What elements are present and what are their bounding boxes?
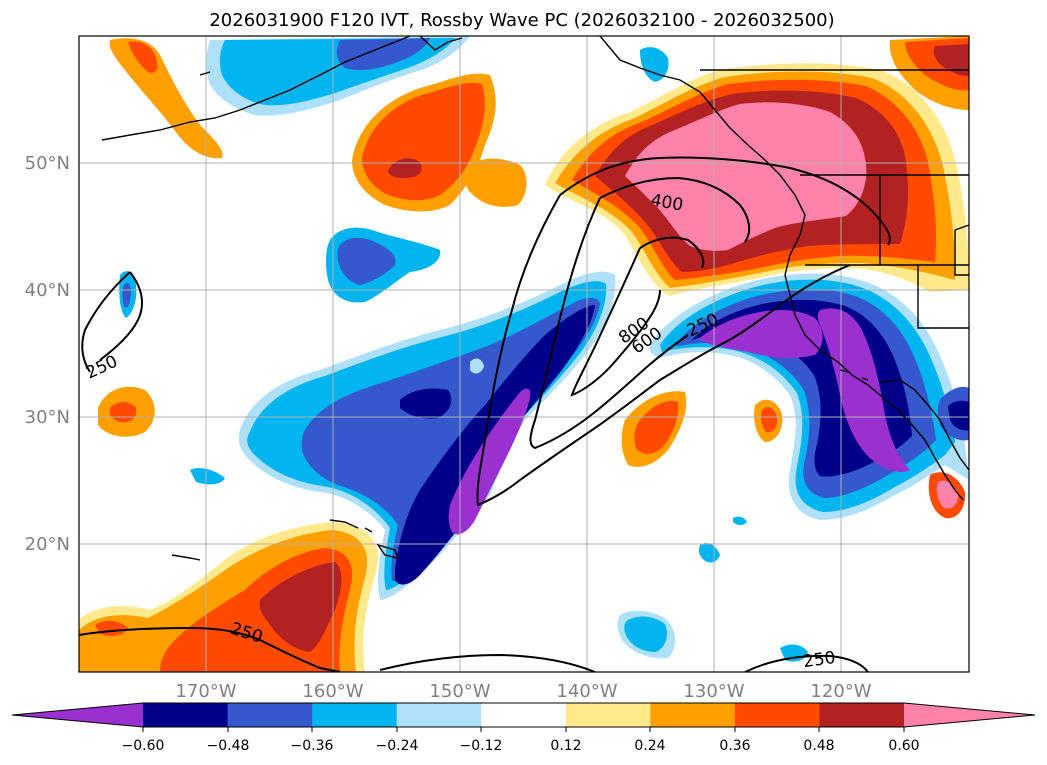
colorbar-segment [481, 703, 567, 727]
positive-ivt-anomaly-northwest [109, 38, 223, 159]
lon-label-170w: 170°W [175, 681, 236, 702]
positive-ivt-anomaly-northeast [545, 63, 969, 296]
lat-label-50n: 50°N [25, 153, 70, 174]
contour-lines [79, 156, 891, 672]
lat-label-30n: 30°N [25, 407, 70, 428]
colorbar-segment [396, 703, 482, 727]
contour-label-250-southeast: 250 [802, 648, 837, 672]
colorbar-tick-marks [142, 727, 905, 732]
colorbar: −0.60 −0.48 −0.36 −0.24 −0.12 0.12 0.24 … [11, 702, 1036, 754]
positive-ivt-anomaly-mid-east [621, 391, 966, 519]
colorbar-segment [12, 703, 143, 727]
latitude-labels: 50°N 40°N 30°N 20°N [25, 153, 70, 555]
colorbar-tick-label: −0.48 [207, 738, 250, 754]
colorbar-segments [12, 703, 1035, 727]
lon-label-120w: 120°W [810, 681, 871, 702]
colorbar-segment [143, 703, 229, 727]
colorbar-tick-label: −0.60 [122, 738, 165, 754]
lat-label-40n: 40°N [25, 280, 70, 301]
map-gridlines [79, 36, 969, 672]
colorbar-tick-label: 0.36 [719, 738, 750, 754]
colorbar-tick-label: 0.12 [550, 738, 581, 754]
colorbar-segment [227, 703, 313, 727]
negative-ivt-anomaly-midwest [119, 227, 808, 662]
figure-title: 2026031900 F120 IVT, Rossby Wave PC (202… [209, 10, 834, 31]
lon-label-150w: 150°W [429, 681, 490, 702]
colorbar-tick-label: −0.36 [291, 738, 334, 754]
colorbar-segment [734, 703, 820, 727]
colorbar-tick-label: 0.48 [803, 738, 834, 754]
colorbar-segment [904, 703, 1035, 727]
colorbar-tick-labels: −0.60 −0.48 −0.36 −0.24 −0.12 0.12 0.24 … [122, 738, 920, 754]
colorbar-segment [650, 703, 736, 727]
negative-ivt-anomaly-central [238, 271, 616, 600]
colorbar-tick-label: −0.12 [460, 738, 503, 754]
map-panel: 400 800 600 250 250 250 250 [79, 36, 969, 672]
map-frame [78, 35, 970, 673]
colorbar-segment [565, 703, 651, 727]
colorbar-segment [312, 703, 398, 727]
longitude-labels: 170°W 160°W 150°W 140°W 130°W 120°W [175, 681, 871, 702]
negative-ivt-anomaly-north [206, 36, 669, 116]
lon-label-140w: 140°W [556, 681, 617, 702]
coastlines [101, 36, 969, 561]
lon-label-160w: 160°W [302, 681, 363, 702]
colorbar-tick-label: 0.24 [634, 738, 665, 754]
colorbar-tick-label: 0.60 [888, 738, 919, 754]
lon-label-130w: 130°W [683, 681, 744, 702]
colorbar-segment [819, 703, 905, 727]
positive-ivt-anomaly-south [79, 522, 379, 672]
colorbar-tick-label: −0.24 [376, 738, 419, 754]
lat-label-20n: 20°N [25, 534, 70, 555]
positive-ivt-anomaly-far-northeast [889, 36, 969, 110]
